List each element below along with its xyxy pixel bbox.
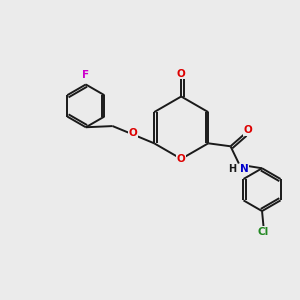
Text: O: O	[177, 69, 186, 79]
Text: F: F	[82, 70, 89, 80]
Text: O: O	[244, 125, 253, 135]
Text: Cl: Cl	[258, 227, 269, 237]
Text: O: O	[177, 154, 186, 164]
Text: O: O	[128, 128, 137, 138]
Text: H: H	[228, 164, 236, 175]
Text: N: N	[240, 164, 249, 175]
